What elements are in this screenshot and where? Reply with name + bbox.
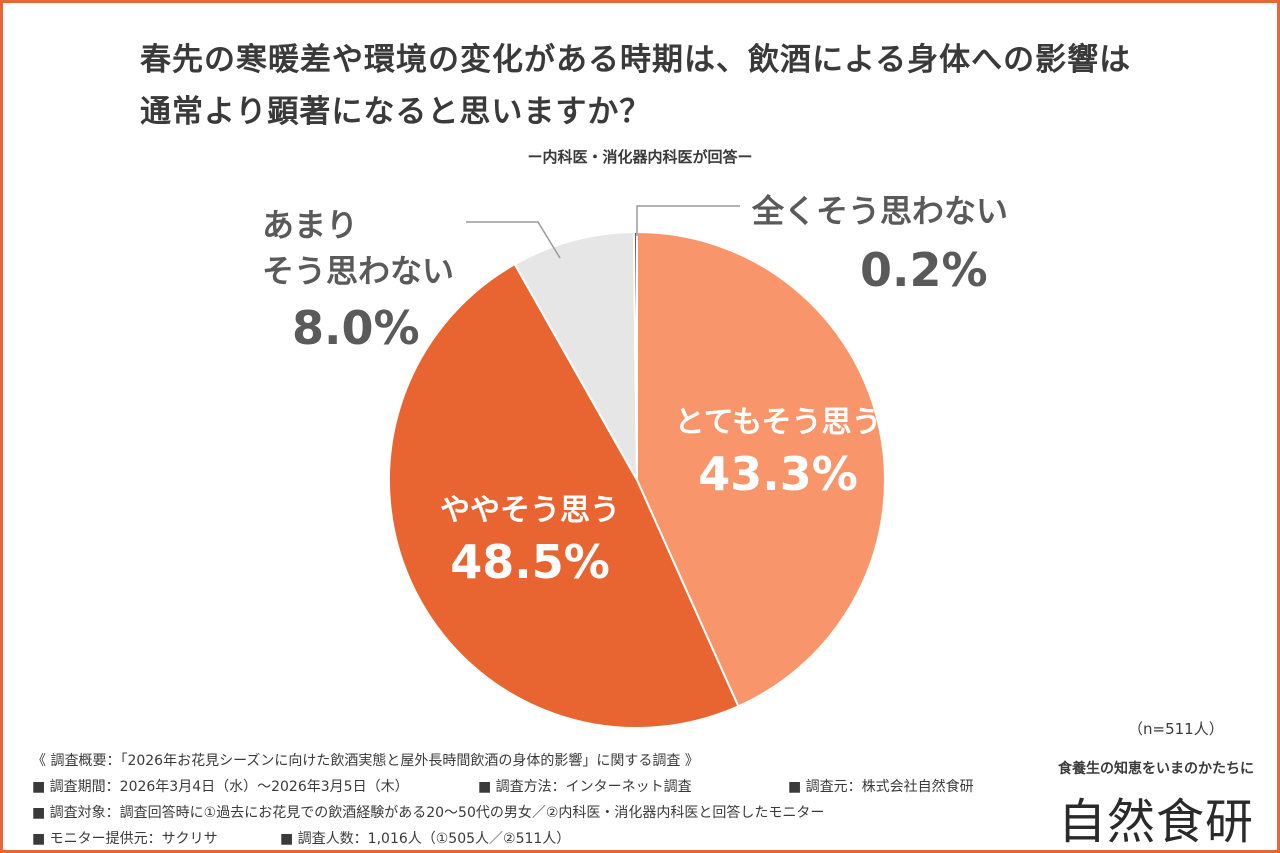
slice-label-2: ややそう思う	[440, 493, 620, 528]
pie-slice-3	[513, 231, 638, 481]
leader-line-4	[636, 205, 740, 236]
slice-label-3: そう思わない	[262, 252, 454, 290]
pie-slice-1	[636, 230, 887, 708]
brand-logo: 自然食研	[1058, 794, 1255, 850]
slice-value-2: 48.5%	[450, 535, 610, 589]
notes-target: ■ 調査対象：調査回答時に①過去にお花見での飲酒経験がある20～50代の男女／②…	[32, 805, 825, 821]
title-line-1: 春先の寒暖差や環境の変化がある時期は、飲酒による身体への影響は	[140, 42, 1132, 78]
title-line-2: 通常より顕著になると思いますか？	[140, 94, 652, 130]
chart-subtitle: ー内科医・消化器内科医が回答ー	[527, 148, 753, 166]
sample-size: （n=511人）	[1128, 720, 1224, 738]
survey-notes: 《 調査概要：「2026年お花見シーズンに向けた飲酒実態と屋外長時間飲酒の身体的…	[32, 748, 974, 852]
brand-tagline: 食養生の知恵をいまのかたちに	[1058, 761, 1254, 777]
slice-value-4: 0.2%	[860, 243, 988, 297]
notes-method: ■ 調査方法：インターネット調査	[478, 779, 692, 795]
slice-label-4: 全くそう思わない	[751, 192, 1008, 230]
slice-label-3: あまり	[262, 206, 358, 244]
notes-provider: ■ モニター提供元：サクリサ	[32, 831, 218, 847]
slice-label-1: とてもそう思う	[675, 405, 882, 440]
notes-overview: 《 調査概要：「2026年お花見シーズンに向けた飲酒実態と屋外長時間飲酒の身体的…	[32, 753, 699, 769]
pie-slice-2	[387, 262, 740, 730]
slice-value-3: 8.0%	[292, 301, 420, 355]
leader-line-3	[466, 221, 561, 259]
notes-count: ■ 調査人数：1,016人（①505人／②511人）	[280, 831, 571, 847]
notes-period: ■ 調査期間：2026年3月4日（水）～2026年3月5日（木）	[32, 779, 409, 795]
chart-title: 春先の寒暖差や環境の変化がある時期は、飲酒による身体への影響は 通常より顕著にな…	[140, 34, 1180, 138]
notes-source: ■ 調査元：株式会社自然食研	[788, 779, 974, 795]
slice-value-1: 43.3%	[698, 447, 858, 501]
